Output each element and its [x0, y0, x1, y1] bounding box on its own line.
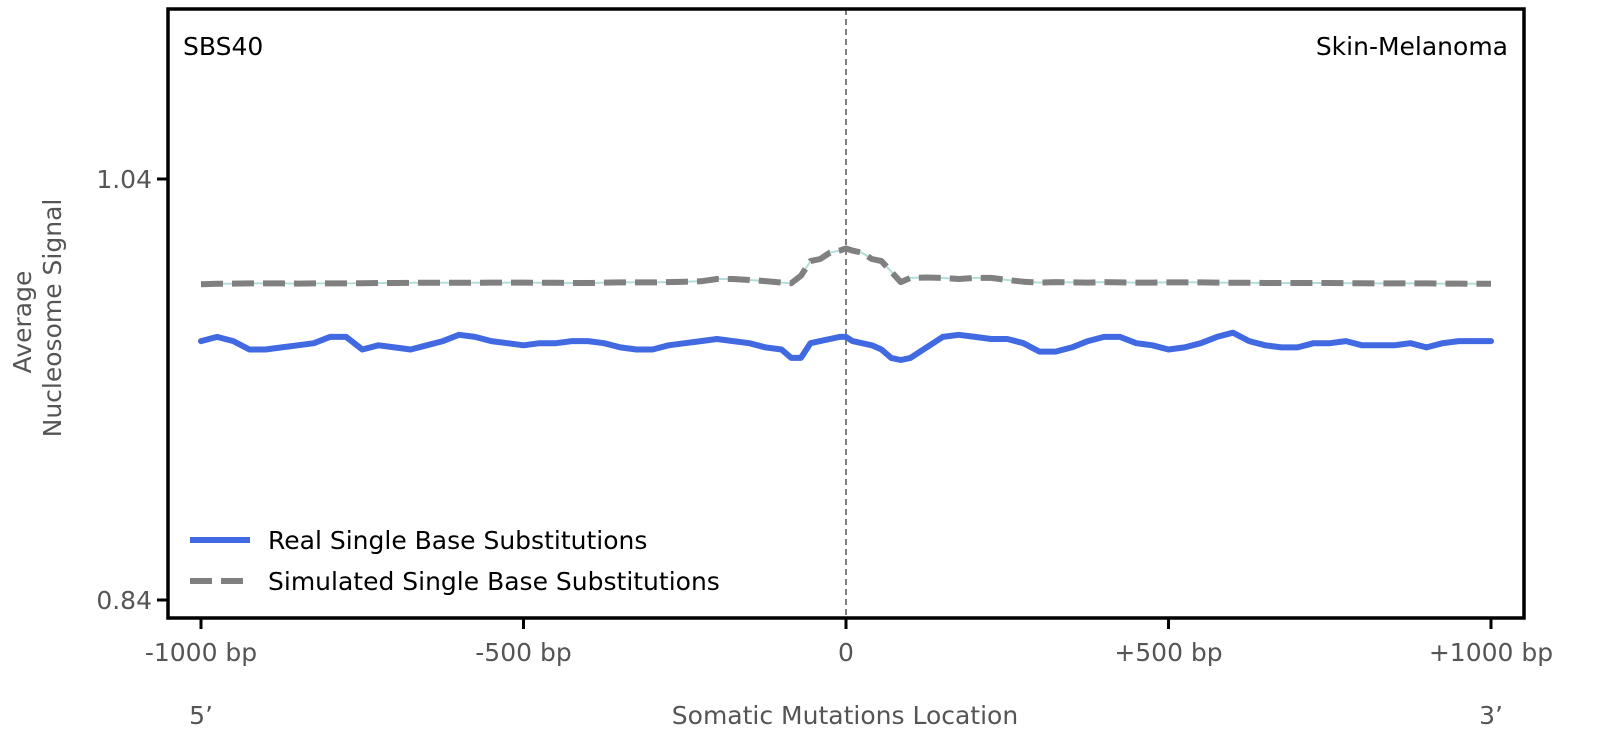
- x-tick-layer: -1000 bp -500 bp 0 +500 bp +1000 bp: [145, 618, 1553, 667]
- legend: Real Single Base Substitutions Simulated…: [190, 526, 720, 596]
- y-tick-layer: 1.04 0.84: [96, 165, 168, 615]
- strand-3-prime-label: 3’: [1479, 701, 1503, 730]
- x-tick-label: +500 bp: [1114, 638, 1222, 667]
- x-axis-title: Somatic Mutations Location: [672, 701, 1018, 730]
- y-axis-title: Average Nucleosome Signal: [8, 199, 67, 438]
- x-tick-label: -500 bp: [475, 638, 571, 667]
- legend-label-simulated: Simulated Single Base Substitutions: [268, 567, 720, 596]
- simulated-series-line: [200, 245, 1491, 288]
- strand-5-prime-label: 5’: [189, 701, 213, 730]
- signature-label: SBS40: [183, 32, 263, 61]
- series-layer: [198, 245, 1494, 363]
- y-axis-title-line-1: Average: [8, 271, 37, 374]
- y-axis-title-line-2: Nucleosome Signal: [38, 199, 67, 438]
- x-tick-label: 0: [838, 638, 854, 667]
- x-tick-label: +1000 bp: [1429, 638, 1553, 667]
- tissue-label: Skin-Melanoma: [1316, 32, 1508, 61]
- y-tick-label: 0.84: [96, 586, 152, 615]
- x-tick-label: -1000 bp: [145, 638, 257, 667]
- y-tick-label: 1.04: [96, 165, 152, 194]
- real-series-line: [198, 329, 1494, 363]
- legend-label-real: Real Single Base Substitutions: [268, 526, 647, 555]
